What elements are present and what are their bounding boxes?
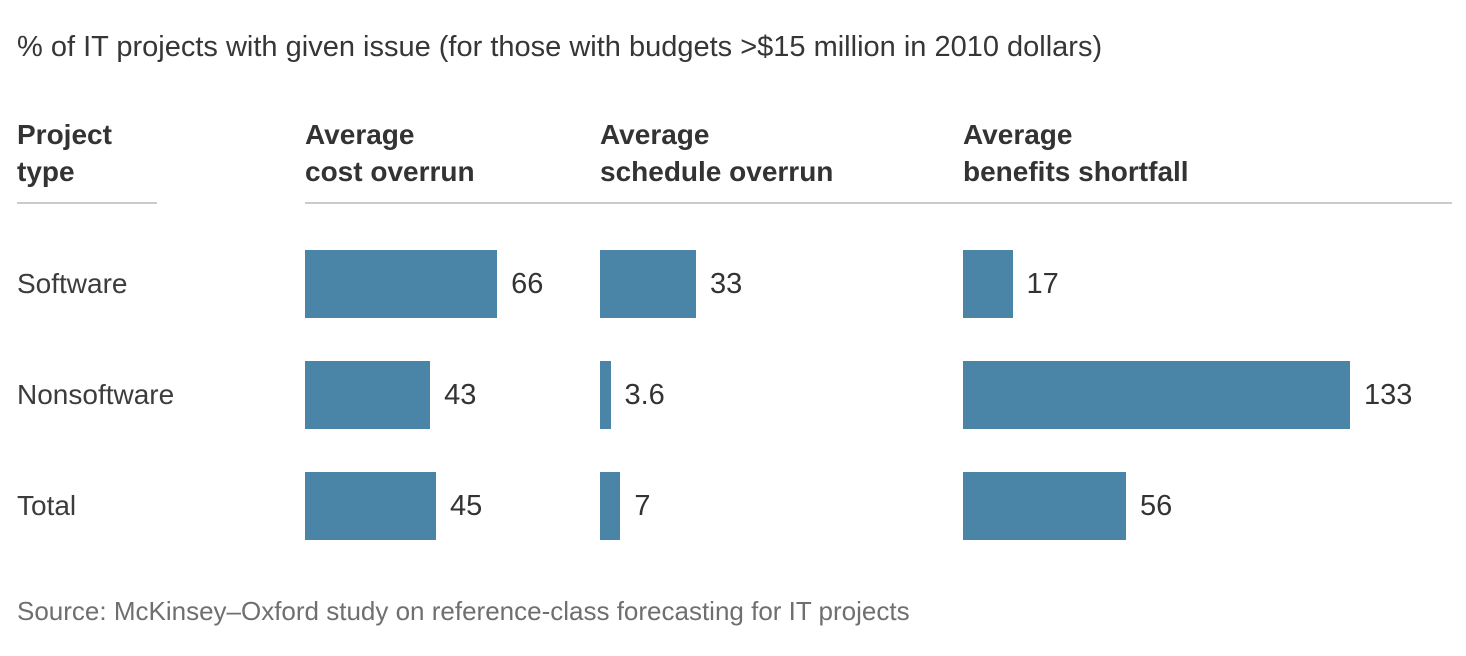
header-rule-right [305, 202, 1452, 204]
cell-cost-overrun-total: 45 [305, 472, 482, 540]
bar-schedule-overrun-nonsoftware [600, 361, 611, 429]
row-label-total: Total [17, 490, 77, 521]
value-cost-overrun-total: 45 [450, 489, 483, 522]
bar-cost-overrun-total [305, 472, 436, 540]
value-schedule-overrun-nonsoftware: 3.6 [624, 378, 665, 411]
column-header-project-type: Project type [17, 119, 112, 187]
cell-schedule-overrun-total: 7 [600, 472, 651, 540]
value-benefits-shortfall-total: 56 [1140, 489, 1173, 522]
column-header-benefits-shortfall: Average benefits shortfall [963, 119, 1189, 187]
bar-schedule-overrun-total [600, 472, 621, 540]
cell-schedule-overrun-software: 33 [600, 250, 742, 318]
cell-benefits-shortfall-nonsoftware: 133 [963, 361, 1412, 429]
cell-cost-overrun-nonsoftware: 43 [305, 361, 476, 429]
value-benefits-shortfall-nonsoftware: 133 [1364, 378, 1413, 411]
cell-cost-overrun-software: 66 [305, 250, 543, 318]
cell-benefits-shortfall-total: 56 [963, 472, 1172, 540]
cell-benefits-shortfall-software: 17 [963, 250, 1059, 318]
value-schedule-overrun-software: 33 [710, 267, 743, 300]
cell-schedule-overrun-nonsoftware: 3.6 [600, 361, 665, 429]
bar-cost-overrun-software [305, 250, 498, 318]
bar-schedule-overrun-software [600, 250, 696, 318]
bar-benefits-shortfall-software [963, 250, 1013, 318]
source-note: Source: McKinsey–Oxford study on referen… [17, 596, 910, 626]
value-benefits-shortfall-software: 17 [1026, 267, 1059, 300]
header-rule-left [17, 202, 157, 204]
column-header-schedule-overrun: Average schedule overrun [600, 119, 834, 187]
bar-benefits-shortfall-total [963, 472, 1126, 540]
column-header-cost-overrun: Average cost overrun [305, 119, 475, 187]
chart-title: % of IT projects with given issue (for t… [17, 31, 1103, 63]
value-cost-overrun-nonsoftware: 43 [444, 378, 477, 411]
row-label-nonsoftware: Nonsoftware [17, 379, 175, 410]
value-cost-overrun-software: 66 [511, 267, 544, 300]
row-label-software: Software [17, 268, 128, 299]
bar-cost-overrun-nonsoftware [305, 361, 431, 429]
bar-benefits-shortfall-nonsoftware [963, 361, 1350, 429]
value-schedule-overrun-total: 7 [634, 489, 651, 522]
